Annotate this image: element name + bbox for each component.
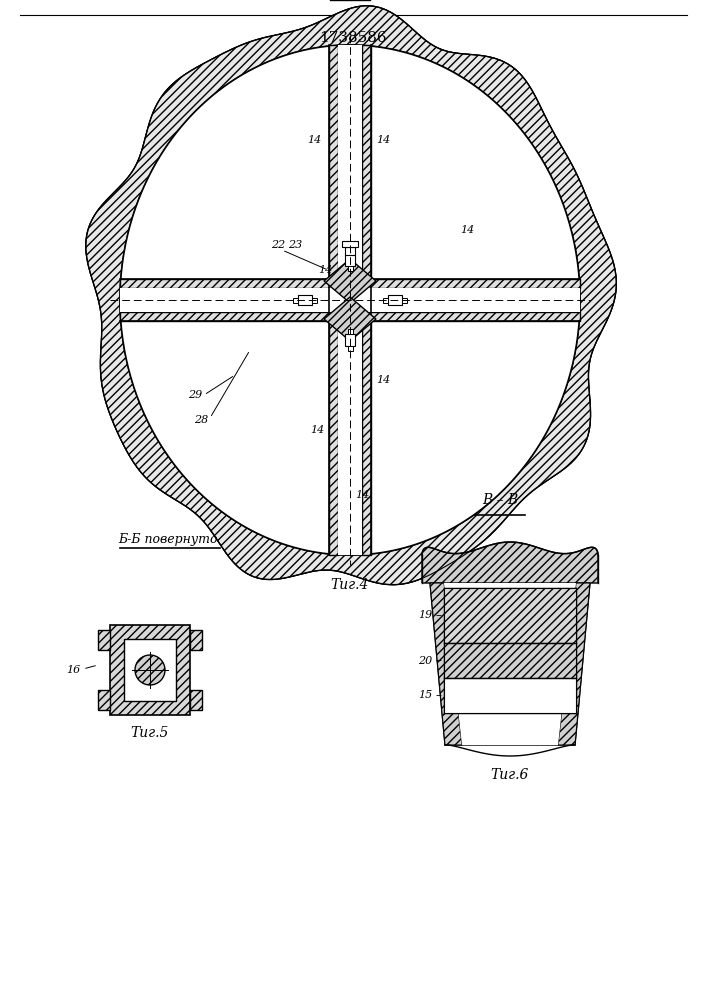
Bar: [345, 334, 355, 346]
Bar: [444, 588, 576, 643]
Bar: [312, 298, 317, 302]
Text: 14: 14: [460, 225, 474, 235]
Bar: [345, 247, 355, 255]
Bar: [383, 298, 388, 302]
Text: Τиг.4: Τиг.4: [331, 578, 369, 592]
Text: 14: 14: [376, 375, 390, 385]
Bar: [124, 639, 176, 701]
Text: B – B: B – B: [482, 493, 518, 507]
Bar: [444, 678, 576, 713]
Text: Τиг.5: Τиг.5: [131, 726, 169, 740]
Bar: [329, 45, 371, 555]
Bar: [120, 312, 580, 321]
Text: 20: 20: [418, 656, 432, 666]
Bar: [348, 249, 353, 254]
Bar: [342, 241, 358, 247]
Text: Τиг.6: Τиг.6: [491, 768, 529, 782]
Bar: [348, 266, 353, 271]
Polygon shape: [444, 583, 576, 745]
Bar: [338, 45, 362, 555]
Bar: [98, 690, 110, 710]
Text: 14: 14: [376, 135, 390, 145]
Text: 28: 28: [194, 415, 208, 425]
Bar: [338, 259, 362, 341]
Bar: [388, 295, 402, 305]
Bar: [298, 295, 312, 305]
Text: 14: 14: [310, 425, 324, 435]
Polygon shape: [430, 583, 590, 745]
Circle shape: [135, 655, 165, 685]
Polygon shape: [558, 583, 590, 745]
Text: 22: 22: [271, 240, 285, 250]
Polygon shape: [324, 297, 376, 341]
Bar: [98, 630, 110, 650]
Bar: [348, 329, 353, 334]
Bar: [293, 298, 298, 302]
Bar: [329, 45, 338, 555]
Bar: [120, 288, 580, 312]
Bar: [120, 279, 580, 288]
Polygon shape: [324, 259, 376, 303]
Polygon shape: [422, 542, 598, 583]
Bar: [120, 279, 580, 321]
Bar: [444, 643, 576, 678]
Text: Б-Б повернуто: Б-Б повернуто: [118, 534, 218, 546]
Text: 19: 19: [418, 610, 432, 620]
Text: 29: 29: [188, 390, 202, 400]
Text: 14: 14: [355, 490, 369, 500]
Text: 35: 35: [344, 446, 362, 460]
Bar: [110, 625, 190, 715]
Bar: [362, 45, 371, 555]
Bar: [348, 346, 353, 351]
Text: 14: 14: [307, 135, 321, 145]
Bar: [402, 298, 407, 302]
PathPatch shape: [86, 6, 617, 585]
Polygon shape: [120, 45, 580, 555]
Text: 15: 15: [418, 690, 432, 700]
Text: 14: 14: [317, 265, 332, 275]
Text: 23: 23: [288, 240, 302, 250]
Polygon shape: [430, 583, 462, 745]
PathPatch shape: [86, 6, 617, 585]
Text: 1738586: 1738586: [319, 31, 387, 45]
Bar: [190, 690, 202, 710]
Bar: [190, 630, 202, 650]
Bar: [345, 254, 355, 266]
Text: 16: 16: [66, 665, 80, 675]
